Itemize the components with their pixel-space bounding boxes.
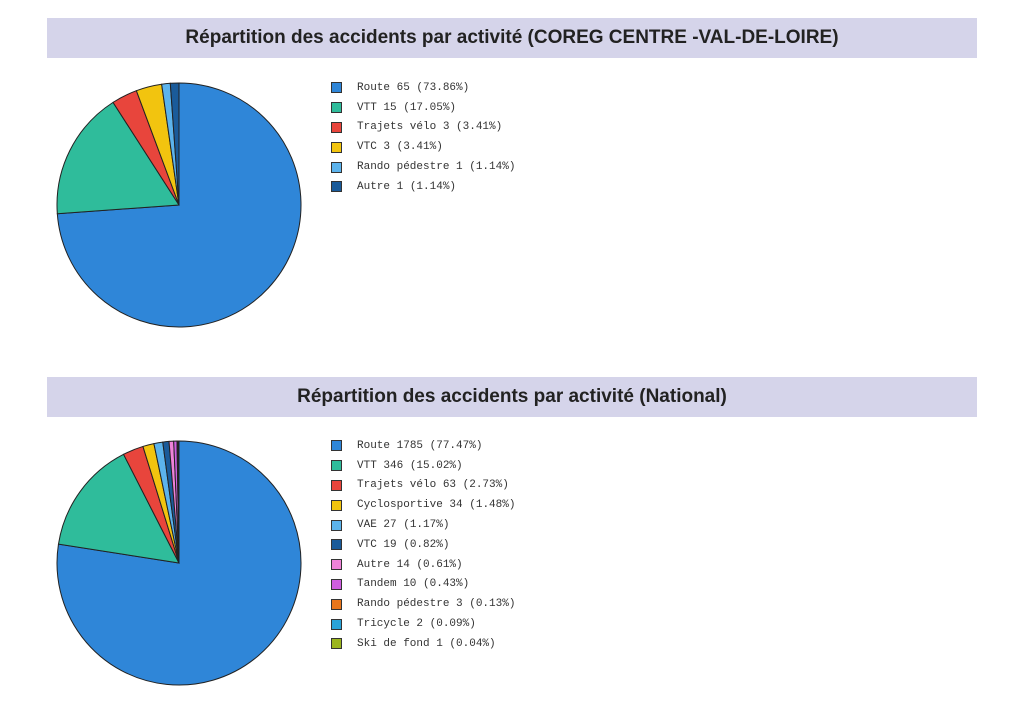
pie-slice-vtt — [57, 453, 180, 564]
legend-item-rando-pedestre: Rando pédestre 1 (1.14%) — [331, 157, 515, 177]
legend-label: Route — [357, 439, 391, 452]
legend-value: 1 — [449, 161, 463, 174]
legend-percent: (0.04%) — [442, 637, 496, 650]
legend-value: 27 — [376, 519, 397, 532]
legend-label: Rando pédestre — [357, 161, 450, 174]
legend-label: Route — [357, 81, 391, 94]
legend-percent: (3.41%) — [390, 141, 443, 154]
legend-label: Rando pédestre — [357, 598, 450, 611]
pie-slice-autre — [169, 82, 180, 206]
legend-swatch — [331, 519, 342, 531]
legend-value: 1 — [390, 180, 404, 193]
legend-item-route: Route 65 (73.86%) — [331, 78, 515, 98]
legend-swatch — [331, 638, 342, 650]
legend-item-autre: Autre 14 (0.61%) — [331, 555, 515, 575]
legend-item-vae: VAE 27 (1.17%) — [331, 515, 515, 535]
legend-percent: (2.73%) — [456, 479, 509, 492]
legend-swatch — [331, 82, 342, 94]
legend-label: Autre — [357, 180, 391, 193]
legend-item-tandem: Tandem 10 (0.43%) — [331, 575, 515, 595]
legend-item-vtc: VTC 3 (3.41%) — [331, 137, 515, 157]
legend-item-ski-de-fond: Ski de fond 1 (0.04%) — [331, 634, 515, 654]
legend-value: 10 — [396, 578, 417, 591]
legend-label: VAE — [357, 519, 377, 532]
legend-value: 63 — [436, 479, 457, 492]
legend-value: 3 — [449, 598, 463, 611]
legend-percent: (3.41%) — [449, 121, 503, 134]
legend-percent: (0.82%) — [396, 538, 450, 551]
legend-swatch — [331, 141, 342, 153]
legend-value: 1 — [429, 637, 443, 650]
legend-label: Tricycle — [357, 618, 410, 631]
pie-chart-national — [56, 440, 302, 686]
legend-item-tricycle: Tricycle 2 (0.09%) — [331, 614, 515, 634]
legend-swatch — [331, 539, 342, 551]
legend-percent: (1.48%) — [462, 499, 516, 512]
legend-percent: (17.05%) — [396, 101, 457, 114]
legend-percent: (1.17%) — [396, 519, 450, 532]
legend-percent: (1.14%) — [403, 180, 457, 193]
legend-swatch — [331, 598, 342, 610]
pie-slice-vtt — [56, 101, 180, 215]
legend-item-vtt: VTT 346 (15.02%) — [331, 456, 515, 476]
legend-swatch — [331, 121, 342, 133]
legend-coreg: Route 65 (73.86%) VTT 15 (17.05%) Trajets … — [331, 78, 515, 197]
legend-value: 2 — [409, 618, 424, 631]
legend-label: Tandem — [357, 578, 397, 591]
legend-label: VTC — [357, 538, 377, 551]
legend-percent: (77.47%) — [423, 439, 483, 452]
legend-label: Trajets vélo — [357, 479, 437, 492]
legend-label: Trajets vélo — [357, 121, 437, 134]
legend-label: Autre — [357, 558, 391, 571]
legend-label: Ski de fond — [357, 637, 430, 650]
legend-swatch — [331, 559, 342, 571]
legend-swatch — [331, 460, 342, 472]
legend-swatch — [331, 181, 342, 193]
legend-swatch — [331, 161, 342, 173]
legend-item-rando-pedestre: Rando pédestre 3 (0.13%) — [331, 594, 515, 614]
legend-item-cyclosportive: Cyclosportive 34 (1.48%) — [331, 495, 515, 515]
chart-title-national: Répartition des accidents par activité (… — [47, 377, 977, 417]
legend-item-autre: Autre 1 (1.14%) — [331, 177, 515, 197]
legend-value: 19 — [376, 538, 397, 551]
legend-label: VTT — [357, 101, 377, 114]
legend-swatch — [331, 102, 342, 114]
legend-label: VTT — [357, 459, 377, 472]
legend-percent: (0.43%) — [416, 578, 470, 591]
legend-swatch — [331, 499, 342, 511]
legend-item-trajets-velo: Trajets vélo 3 (3.41%) — [331, 118, 515, 138]
legend-label: VTC — [357, 141, 377, 154]
legend-percent: (73.86%) — [409, 81, 470, 94]
legend-item-vtt: VTT 15 (17.05%) — [331, 98, 515, 118]
pie-chart-coreg — [56, 82, 302, 328]
legend-item-vtc: VTC 19 (0.82%) — [331, 535, 515, 555]
legend-swatch — [331, 618, 342, 630]
legend-national: Route 1785 (77.47%) VTT 346 (15.02%) Traje… — [331, 436, 515, 654]
legend-value: 3 — [376, 141, 391, 154]
legend-percent: (15.02%) — [403, 459, 463, 472]
legend-percent: (0.13%) — [462, 598, 516, 611]
legend-value: 1785 — [390, 439, 424, 452]
legend-value: 34 — [442, 499, 463, 512]
legend-swatch — [331, 578, 342, 590]
legend-percent: (1.14%) — [462, 161, 516, 174]
legend-swatch — [331, 440, 342, 452]
legend-label: Cyclosportive — [357, 499, 443, 512]
legend-value: 346 — [376, 459, 404, 472]
legend-percent: (0.61%) — [409, 558, 463, 571]
legend-item-trajets-velo: Trajets vélo 63 (2.73%) — [331, 476, 515, 496]
legend-value: 65 — [390, 81, 410, 94]
legend-value: 3 — [436, 121, 450, 134]
chart-title-coreg: Répartition des accidents par activité (… — [47, 18, 977, 58]
legend-value: 14 — [390, 558, 410, 571]
legend-percent: (0.09%) — [423, 618, 476, 631]
legend-swatch — [331, 479, 342, 491]
legend-value: 15 — [376, 101, 397, 114]
legend-item-route: Route 1785 (77.47%) — [331, 436, 515, 456]
